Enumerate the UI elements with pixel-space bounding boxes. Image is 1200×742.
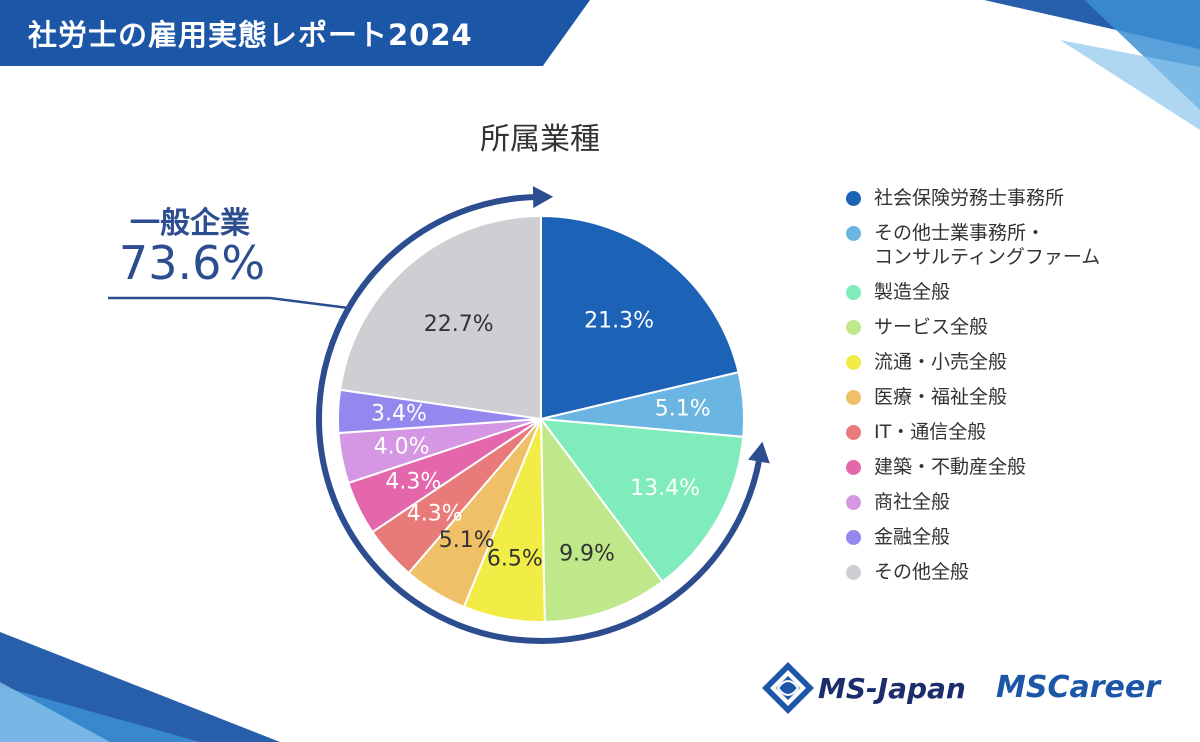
pie-slice-label: 13.4%: [630, 476, 700, 501]
msjapan-logo-text: MS-Japan: [818, 672, 966, 705]
legend-label: その他全般: [874, 561, 970, 583]
mscareer-logo: MSCareer: [996, 670, 1161, 705]
legend-label: 社会保険労務士事務所: [874, 187, 1065, 209]
legend-swatch: [846, 285, 861, 300]
legend-swatch: [846, 495, 861, 510]
pie-slice-label: 4.3%: [407, 501, 463, 526]
pie-slice-label: 4.3%: [385, 470, 441, 495]
legend-swatch: [846, 390, 861, 405]
legend-item: IT・通信全般: [846, 420, 1176, 444]
general-company-arc: [316, 194, 763, 644]
pie-slice-label: 4.0%: [374, 435, 430, 460]
chart-title: 所属業種: [480, 122, 600, 157]
pie-slice-label: 22.7%: [424, 312, 494, 337]
legend-item: 社会保険労務士事務所: [846, 186, 1176, 210]
pie-slice-label: 9.9%: [559, 541, 615, 566]
legend-item: サービス全般: [846, 315, 1176, 339]
pie-slice-label: 21.3%: [584, 308, 654, 333]
pie-labels: 21.3%5.1%13.4%9.9%6.5%5.1%4.3%4.3%4.0%3.…: [371, 308, 711, 571]
legend-label: IT・通信全般: [874, 421, 987, 443]
pie-slice: [540, 214, 740, 421]
legend-label: 建築・不動産全般: [874, 456, 1027, 478]
legend-item: その他全般: [846, 560, 1176, 584]
pie-slice: [338, 214, 542, 421]
legend-item: 製造全般: [846, 280, 1176, 304]
header-banner: [0, 0, 590, 66]
callout-label: 一般企業: [130, 206, 250, 241]
arrow-head: [748, 441, 770, 464]
legend-swatch: [846, 425, 861, 440]
legend-swatch: [846, 460, 861, 475]
legend-item: 医療・福祉全般: [846, 385, 1176, 409]
pie-slice-label: 3.4%: [371, 402, 427, 427]
legend-label: 流通・小売全般: [874, 351, 1008, 373]
legend-label: サービス全般: [874, 316, 989, 338]
legend-label: 金融全般: [874, 526, 951, 548]
page-title: 社労士の雇用実態レポート2024: [28, 18, 473, 52]
legend-item: 流通・小売全般: [846, 350, 1176, 374]
pie-slices: [337, 214, 745, 623]
pie-slice: [539, 415, 664, 623]
arrow-head: [532, 186, 554, 209]
msjapan-logo: MS-Japan: [760, 660, 980, 720]
legend-item: 商社全般: [846, 490, 1176, 514]
pie-slice-label: 6.5%: [487, 547, 543, 572]
legend-item: その他士業事務所・ コンサルティングファーム: [846, 221, 1176, 269]
msjapan-logo-icon: [762, 662, 814, 714]
legend: 社会保険労務士事務所 その他士業事務所・ コンサルティングファーム 製造全般 サービス全…: [846, 186, 1176, 595]
pie-slice-label: 5.1%: [439, 528, 495, 553]
legend-item: 建築・不動産全般: [846, 455, 1176, 479]
callout-value: 73.6%: [118, 236, 266, 290]
legend-label: 医療・福祉全般: [874, 386, 1008, 408]
legend-label: 商社全般: [874, 491, 951, 513]
legend-swatch: [846, 565, 861, 580]
pie-slice: [538, 417, 745, 584]
pie-slice-label: 5.1%: [655, 397, 711, 422]
callout-leader-line: [108, 296, 349, 310]
legend-swatch: [846, 355, 861, 370]
legend-swatch: [846, 191, 861, 206]
legend-swatch: [846, 320, 861, 335]
legend-swatch: [846, 530, 861, 545]
legend-swatch: [846, 226, 861, 241]
legend-label: コンサルティングファーム: [874, 246, 1101, 268]
legend-item: 金融全般: [846, 525, 1176, 549]
legend-label: その他士業事務所・: [874, 222, 1046, 244]
legend-label: 製造全般: [874, 281, 951, 303]
